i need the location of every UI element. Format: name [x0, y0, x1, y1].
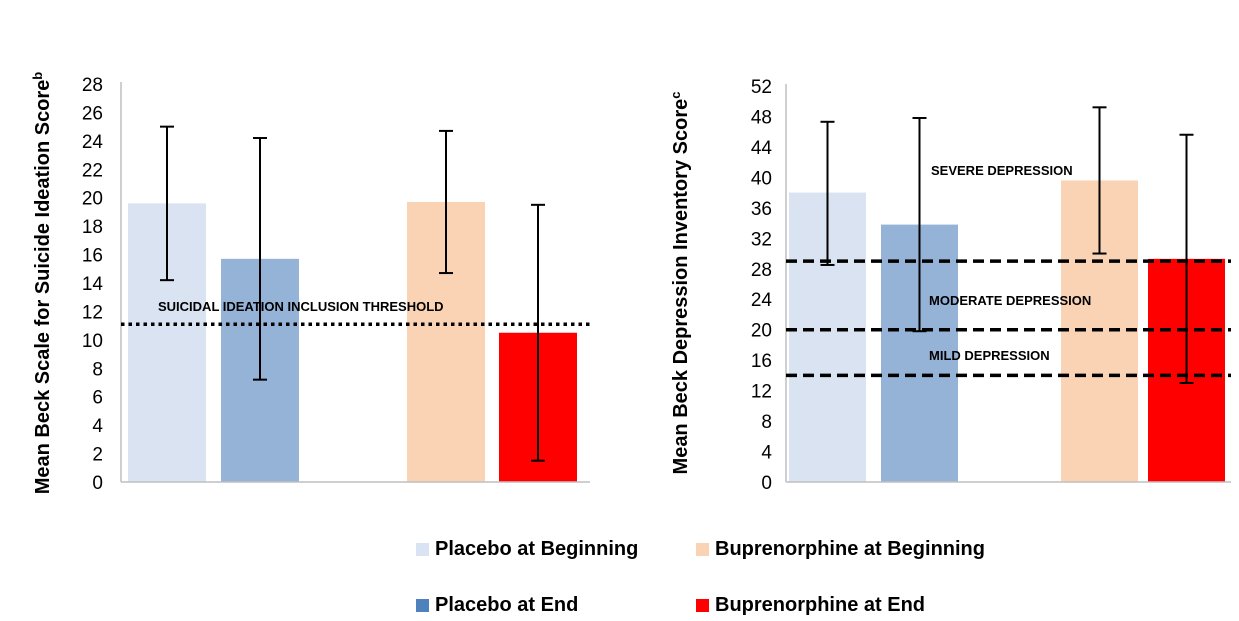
- y-tick-label: 40: [751, 168, 772, 189]
- y-tick-label: 12: [82, 302, 103, 323]
- reference-line-label: SUICIDAL IDEATION INCLUSION THRESHOLD: [158, 299, 444, 314]
- y-tick-label: 8: [92, 359, 103, 380]
- y-tick-label: 44: [751, 138, 773, 159]
- y-tick-label: 18: [82, 217, 103, 238]
- y-tick-label: 22: [82, 160, 103, 181]
- y-axis-label: Mean Beck Depression Inventory Scorec: [668, 92, 693, 475]
- y-tick-label: 28: [751, 260, 772, 281]
- y-tick-label: 4: [92, 416, 103, 437]
- y-axis-label: Mean Beck Scale for Suicide Ideation Sco…: [30, 72, 55, 495]
- chart-2: Mean Beck Depression Inventory Scorec048…: [668, 77, 1231, 494]
- y-tick-label: 0: [761, 473, 772, 494]
- y-tick-label: 36: [751, 199, 772, 220]
- y-tick-label: 24: [751, 290, 773, 311]
- y-tick-label: 52: [751, 77, 772, 98]
- y-tick-label: 6: [92, 388, 103, 409]
- y-tick-label: 32: [751, 229, 772, 250]
- y-tick-label: 0: [92, 473, 103, 494]
- y-tick-label: 20: [82, 189, 103, 210]
- y-tick-label: 8: [761, 412, 772, 433]
- annotation-label: SEVERE DEPRESSION: [931, 163, 1073, 178]
- y-tick-label: 24: [82, 132, 104, 153]
- chart-1: Mean Beck Scale for Suicide Ideation Sco…: [30, 72, 590, 495]
- y-tick-label: 4: [761, 443, 772, 464]
- y-tick-label: 20: [751, 321, 772, 342]
- y-tick-label: 10: [82, 331, 103, 352]
- y-tick-label: 28: [82, 75, 103, 96]
- y-tick-label: 26: [82, 103, 103, 124]
- y-tick-label: 14: [82, 274, 104, 295]
- y-tick-label: 16: [751, 351, 772, 372]
- y-tick-label: 12: [751, 382, 772, 403]
- annotation-label: MILD DEPRESSION: [929, 348, 1050, 363]
- annotation-label: MODERATE DEPRESSION: [929, 293, 1091, 308]
- y-tick-label: 48: [751, 107, 772, 128]
- y-tick-label: 2: [92, 445, 103, 466]
- y-tick-label: 16: [82, 246, 103, 267]
